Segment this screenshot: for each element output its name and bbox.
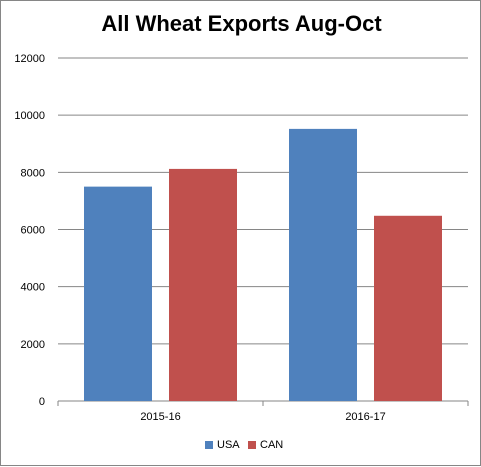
legend-item-can: CAN — [248, 438, 283, 452]
x-tick-label-0: 2015-16 — [140, 411, 180, 423]
y-tick-label-5: 10000 — [14, 110, 45, 122]
legend-swatch-can — [248, 441, 256, 449]
bar-usa-2016-17 — [289, 128, 357, 401]
legend-label-can: CAN — [260, 439, 284, 451]
legend-swatch-usa — [205, 441, 213, 449]
bar-usa-2015-16 — [84, 186, 152, 401]
y-tick-label-6: 12000 — [14, 53, 45, 65]
chart-title: All Wheat Exports Aug-Oct — [101, 11, 382, 36]
bar-can-2015-16 — [169, 168, 237, 401]
legend-item-usa: USA — [205, 438, 240, 452]
legend-label-usa: USA — [217, 439, 240, 451]
y-tick-label-3: 6000 — [21, 225, 45, 237]
y-tick-label-1: 2000 — [21, 339, 45, 351]
chart-legend: USA CAN — [1, 438, 481, 454]
bar-can-2016-17 — [374, 215, 442, 401]
x-tick-label-1: 2016-17 — [345, 411, 385, 423]
y-tick-label-2: 4000 — [21, 282, 45, 294]
y-tick-label-0: 0 — [39, 396, 45, 408]
y-tick-label-4: 8000 — [21, 167, 45, 179]
